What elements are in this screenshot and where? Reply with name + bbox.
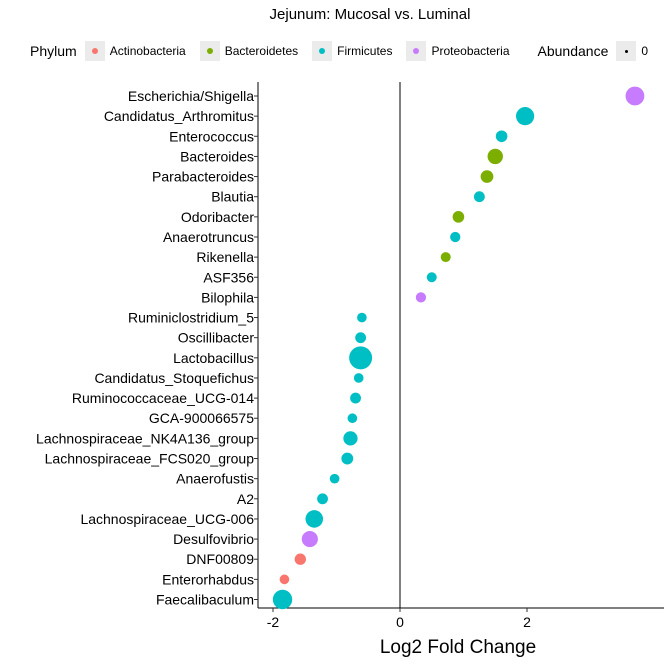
y-tick-label-anaerofustis: Anaerofustis [176, 471, 254, 487]
legend-item-firmicutes: Firmicutes [312, 41, 392, 61]
point-blautia [473, 191, 485, 203]
legend-item-proteobacteria: Proteobacteria [406, 41, 510, 61]
point-bilophila [415, 292, 427, 303]
legend-item-actinobacteria: Actinobacteria [84, 41, 186, 61]
y-tick-label-anaerotruncus: Anaerotruncus [163, 229, 254, 245]
y-tick-label-candidatus-arthromitus: Candidatus_Arthromitus [104, 108, 254, 124]
legend-dot-actinobacteria [91, 48, 98, 54]
legend-label-firmicutes: Firmicutes [337, 44, 393, 58]
legend-dot-bacteroidetes [206, 48, 213, 54]
y-tick-label-a2: A2 [237, 491, 254, 507]
y-tick-label-lachnospiraceae-fcs020-group: Lachnospiraceae_FCS020_group [45, 451, 255, 467]
point-lactobacillus [349, 346, 373, 370]
point-parabacteroides [480, 170, 494, 183]
y-tick-label-asf356: ASF356 [203, 269, 254, 285]
point-ruminococcaceae-ucg-014 [350, 392, 361, 404]
chart-title: Jejunum: Mucosal vs. Luminal [269, 6, 471, 23]
point-lachnospiraceae-fcs020-group [341, 452, 354, 465]
point-faecalibaculum [272, 589, 293, 610]
legend-label-actinobacteria: Actinobacteria [109, 44, 186, 58]
y-tick-label-ruminiclostridium-5: Ruminiclostridium_5 [128, 310, 254, 326]
y-tick-label-lachnospiraceae-nk4a136-group: Lachnospiraceae_NK4A136_group [36, 430, 254, 446]
y-tick-label-odoribacter: Odoribacter [181, 209, 254, 225]
legend: Phylum Actinobacteria Bacteroidetes Firm… [30, 40, 662, 62]
point-ruminiclostridium-5 [357, 312, 367, 323]
legend-item-abundance: 0 [616, 41, 648, 61]
point-enterococcus [495, 130, 508, 143]
y-tick-label-enterococcus: Enterococcus [169, 128, 254, 144]
point-anaerotruncus [450, 231, 461, 243]
y-tick-label-escherichia-shigella: Escherichia/Shigella [128, 88, 254, 104]
point-gca-900066575 [347, 413, 358, 424]
y-tick-label-blautia: Blautia [211, 189, 254, 205]
y-tick-label-dnf00809: DNF00809 [186, 551, 254, 567]
point-escherichia-shigella [625, 86, 645, 106]
x-tick-label: 0 [396, 614, 404, 630]
point-desulfovibrio [301, 530, 318, 548]
point-enterorhabdus [279, 574, 290, 585]
point-odoribacter [452, 211, 465, 223]
y-tick-label-ruminococcaceae-ucg-014: Ruminococcaceae_UCG-014 [72, 390, 254, 406]
legend-dot-proteobacteria [413, 48, 420, 54]
point-rikenella [440, 252, 451, 263]
point-candidatus-stoquefichus [353, 373, 364, 383]
point-bacteroides [487, 148, 503, 165]
y-tick-label-lactobacillus: Lactobacillus [173, 350, 254, 366]
point-oscillibacter [355, 332, 367, 344]
point-asf356 [426, 272, 437, 283]
point-dnf00809 [294, 553, 306, 565]
point-candidatus-arthromitus [515, 107, 535, 126]
x-tick-label: 2 [523, 614, 531, 630]
legend-size-dot [624, 49, 628, 53]
point-lachnospiraceae-ucg-006 [305, 510, 324, 528]
y-tick-label-candidatus-stoquefichus: Candidatus_Stoquefichus [94, 370, 254, 386]
legend-dot-firmicutes [319, 48, 326, 54]
y-tick-label-bacteroides: Bacteroides [180, 148, 254, 164]
x-axis-label: Log2 Fold Change [380, 637, 536, 658]
point-a2 [317, 493, 328, 505]
y-tick-label-oscillibacter: Oscillibacter [178, 330, 255, 346]
point-lachnospiraceae-nk4a136-group [343, 431, 358, 446]
point-anaerofustis [329, 473, 340, 484]
legend-label-bacteroidetes: Bacteroidetes [224, 44, 299, 58]
y-tick-label-faecalibaculum: Faecalibaculum [156, 592, 254, 608]
y-tick-label-bilophila: Bilophila [201, 289, 254, 305]
y-tick-label-enterorhabdus: Enterorhabdus [162, 571, 254, 587]
legend-title-abundance: Abundance [537, 43, 609, 59]
y-tick-label-rikenella: Rikenella [196, 249, 254, 265]
legend-item-bacteroidetes: Bacteroidetes [199, 41, 299, 61]
legend-title-phylum: Phylum [30, 43, 77, 59]
x-tick-label: -2 [267, 614, 280, 630]
y-tick-label-gca-900066575: GCA-900066575 [149, 410, 254, 426]
y-tick-label-parabacteroides: Parabacteroides [152, 169, 254, 185]
y-tick-label-desulfovibrio: Desulfovibrio [173, 531, 254, 547]
legend-label-abundance: 0 [641, 44, 649, 58]
legend-label-proteobacteria: Proteobacteria [431, 44, 510, 58]
y-tick-label-lachnospiraceae-ucg-006: Lachnospiraceae_UCG-006 [80, 511, 254, 527]
